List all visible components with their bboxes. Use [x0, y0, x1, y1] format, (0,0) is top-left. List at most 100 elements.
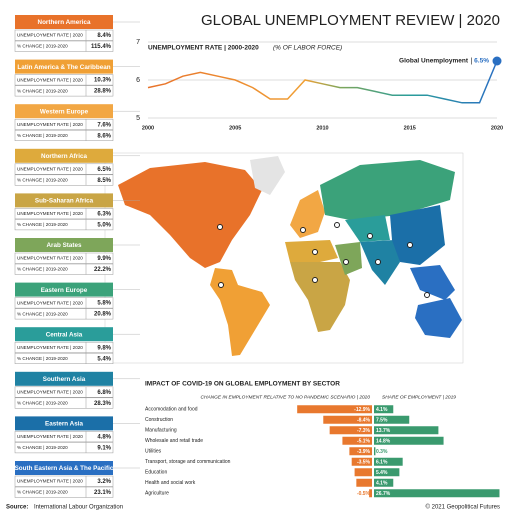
row-label: % CHANGE | 2019-2020 — [17, 44, 68, 49]
value-label: 5.4% — [376, 470, 388, 476]
region-header — [15, 193, 113, 208]
value-label: 13.7% — [376, 428, 391, 434]
row-value: 9.1% — [97, 445, 111, 451]
row-value: 4.8% — [97, 434, 111, 440]
series-header: CHANGE IN EMPLOYMENT RELATIVE TO NO PAND… — [201, 394, 371, 400]
region-row — [14, 297, 114, 309]
category-label: Construction — [145, 417, 173, 423]
region-name: Eastern Europe — [41, 287, 88, 294]
region-header — [15, 416, 113, 431]
bar — [356, 478, 372, 487]
value-label: -12.9% — [354, 407, 370, 413]
x-tick-label: 2000 — [142, 125, 154, 131]
row-label: UNEMPLOYMENT RATE | 2020 — [17, 345, 83, 350]
bar — [342, 436, 372, 445]
region-row — [14, 174, 114, 186]
row-label: % CHANGE | 2019-2020 — [17, 311, 68, 316]
category-label: Health and social work — [145, 480, 196, 486]
value-label: -3.0% — [357, 470, 371, 476]
row-label: UNEMPLOYMENT RATE | 2020 — [17, 167, 83, 172]
region-header — [15, 104, 113, 119]
bar — [374, 405, 394, 414]
category-label: Wholesale and retail trade — [145, 438, 203, 444]
region-row — [14, 308, 114, 320]
series-name: Global Unemployment — [399, 58, 469, 65]
value-label: 6.1% — [376, 460, 388, 466]
bar — [374, 457, 403, 466]
region-name: Sub-Saharan Africa — [35, 198, 94, 205]
row-value: 9.9% — [97, 256, 111, 262]
value-label: -3.5% — [357, 460, 371, 466]
value-label: 0.3% — [376, 449, 388, 455]
bar — [297, 405, 372, 414]
row-value: 6.8% — [97, 390, 111, 396]
row-value: 20.8% — [94, 312, 112, 318]
region-name: Central Asia — [46, 331, 83, 338]
row-label: UNEMPLOYMENT RATE | 2020 — [17, 77, 83, 82]
region-header — [15, 371, 113, 386]
x-tick-label: 2020 — [491, 125, 503, 131]
row-value: 115.4% — [91, 44, 112, 50]
row-label: % CHANGE | 2019-2020 — [17, 133, 68, 138]
row-value: 5.4% — [97, 356, 111, 362]
row-value: 28.8% — [94, 89, 112, 95]
value-label: -7.3% — [357, 428, 371, 434]
bar — [374, 436, 444, 445]
value-label: 4.1% — [376, 481, 388, 487]
row-label: UNEMPLOYMENT RATE | 2020 — [17, 434, 83, 439]
value-label: 7.5% — [376, 418, 388, 424]
row-value: 28.3% — [94, 401, 112, 407]
page-title: GLOBAL UNEMPLOYMENT REVIEW | 2020 — [201, 12, 500, 29]
row-value: 5.0% — [97, 222, 111, 228]
value-label: 4.1% — [376, 407, 388, 413]
row-label: % CHANGE | 2019-2020 — [17, 267, 68, 272]
region-row — [14, 118, 114, 130]
bar — [369, 489, 372, 498]
row-label: % CHANGE | 2019-2020 — [17, 356, 68, 361]
region-row — [14, 442, 114, 454]
value-label: -8.4% — [357, 418, 371, 424]
region-header — [15, 148, 113, 163]
row-label: % CHANGE | 2019-2020 — [17, 401, 68, 406]
value-label: -0.5% — [357, 491, 371, 497]
x-tick-label: 2010 — [316, 125, 328, 131]
row-label: % CHANGE | 2019-2020 — [17, 222, 68, 227]
y-tick-label: 5 — [136, 115, 140, 122]
x-tick-label: 2015 — [404, 125, 416, 131]
value-label: 26.7% — [376, 491, 391, 497]
region-row — [14, 29, 114, 41]
row-value: 5.8% — [97, 301, 111, 307]
region-header — [15, 327, 113, 342]
row-label: UNEMPLOYMENT RATE | 2020 — [17, 390, 83, 395]
region-row — [14, 85, 114, 97]
region-row — [14, 341, 114, 353]
row-label: UNEMPLOYMENT RATE | 2020 — [17, 479, 83, 484]
region-row — [14, 40, 114, 52]
row-value: 3.2% — [97, 479, 111, 485]
category-label: Manufacturing — [145, 428, 177, 434]
source: International Labour Organization — [34, 505, 123, 511]
category-label: Accomodation and food — [145, 407, 198, 413]
end-point — [492, 56, 502, 66]
value-label: -3.9% — [357, 449, 371, 455]
row-value: 6.3% — [97, 211, 111, 217]
row-label: UNEMPLOYMENT RATE | 2020 — [17, 256, 83, 261]
region-row — [14, 74, 114, 86]
source-label: Source: — [6, 505, 28, 511]
row-label: UNEMPLOYMENT RATE | 2020 — [17, 211, 83, 216]
region-name: Latin America & The Caribbean — [17, 64, 110, 71]
bar — [374, 447, 376, 456]
bar — [349, 447, 372, 456]
region-row — [14, 263, 114, 275]
value-label: 14.8% — [376, 439, 391, 445]
bar — [374, 468, 400, 477]
row-label: % CHANGE | 2019-2020 — [17, 490, 68, 495]
region-name: Southern Asia — [43, 376, 86, 383]
copyright: © 2021 Geopolitical Futures — [426, 504, 500, 511]
bar — [351, 457, 372, 466]
row-value: 22.2% — [94, 267, 112, 273]
row-label: UNEMPLOYMENT RATE | 2020 — [17, 122, 83, 127]
region-row — [14, 486, 114, 498]
world-map — [104, 152, 464, 364]
